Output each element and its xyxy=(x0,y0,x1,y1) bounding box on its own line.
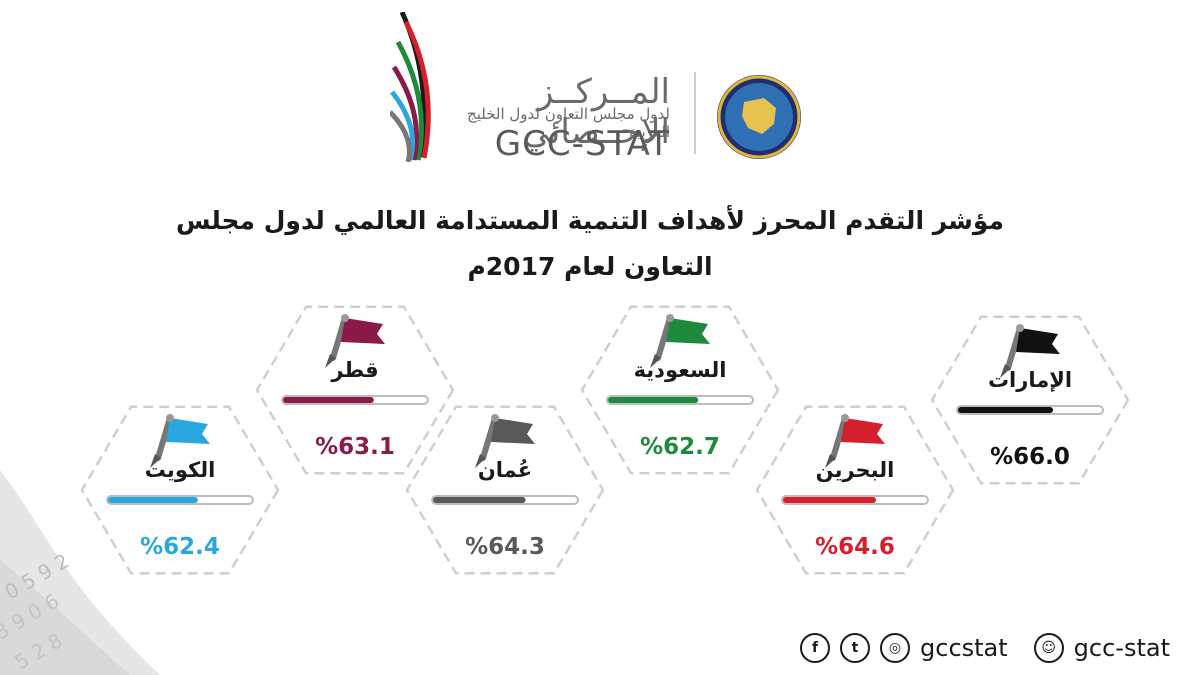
logo-arabic-subtitle: لدول مجلس التعاون لدول الخليج العربية xyxy=(467,105,670,141)
country-label: البحرين xyxy=(815,458,895,482)
progress-bar xyxy=(958,407,1054,413)
instagram-icon[interactable]: ◎ xyxy=(880,633,911,663)
country-label: الإمارات xyxy=(987,368,1073,392)
flag-pin-icon xyxy=(650,314,710,368)
value-label: %64.6 xyxy=(815,534,895,560)
country-label: قطر xyxy=(331,358,379,382)
hexagon-frame xyxy=(405,405,605,575)
country-label: الكويت xyxy=(144,458,216,482)
twitter-icon[interactable]: t xyxy=(840,633,871,663)
value-label: %66.0 xyxy=(990,444,1070,470)
logo-arabic-name: المــركــز الإحــصائي xyxy=(522,72,670,152)
header: المــركــز الإحــصائي لدول مجلس التعاون … xyxy=(0,0,1200,180)
hexagon-frame xyxy=(930,315,1130,485)
logo-divider xyxy=(694,72,696,154)
title-line-1: مؤشر التقدم المحرز لأهداف التنمية المستد… xyxy=(175,206,1004,235)
progress-bar xyxy=(108,497,198,503)
value-label: %62.7 xyxy=(640,434,720,460)
hexagon-frame xyxy=(755,405,955,575)
snapchat-icon[interactable]: ☺ xyxy=(1033,633,1064,663)
title-line-2: التعاون لعام 2017م xyxy=(467,252,713,281)
flag-pin-icon xyxy=(1000,324,1060,378)
gcc-emblem-logo xyxy=(717,75,801,159)
country-label: السعودية xyxy=(633,358,727,382)
value-label: %62.4 xyxy=(140,534,220,560)
country-label: عُمان xyxy=(477,458,533,482)
social-handle[interactable]: gccstat xyxy=(920,634,1008,662)
value-label: %63.1 xyxy=(315,434,395,460)
chart-title: مؤشر التقدم المحرز لأهداف التنمية المستد… xyxy=(150,198,1030,290)
facebook-icon[interactable]: f xyxy=(800,633,831,663)
progress-bar xyxy=(283,397,374,403)
gcc-stat-ribbon-logo xyxy=(390,12,431,162)
hexagon-frame xyxy=(80,405,280,575)
logo-english-name: GCC-STAT xyxy=(494,124,670,164)
flag-pin-icon xyxy=(825,414,885,468)
hexagon-frame xyxy=(255,305,455,475)
flag-pin-icon xyxy=(150,414,210,468)
footer-social: f t ◎ gccstat ☺ gcc-stat xyxy=(800,628,1170,668)
snapchat-handle[interactable]: gcc-stat xyxy=(1073,634,1170,662)
flag-pin-icon xyxy=(475,414,535,468)
hexagon-frame xyxy=(580,305,780,475)
progress-bar xyxy=(783,497,877,503)
flag-pin-icon xyxy=(325,314,385,368)
progress-bar xyxy=(608,397,699,403)
progress-bar xyxy=(433,497,526,503)
value-label: %64.3 xyxy=(465,534,545,560)
